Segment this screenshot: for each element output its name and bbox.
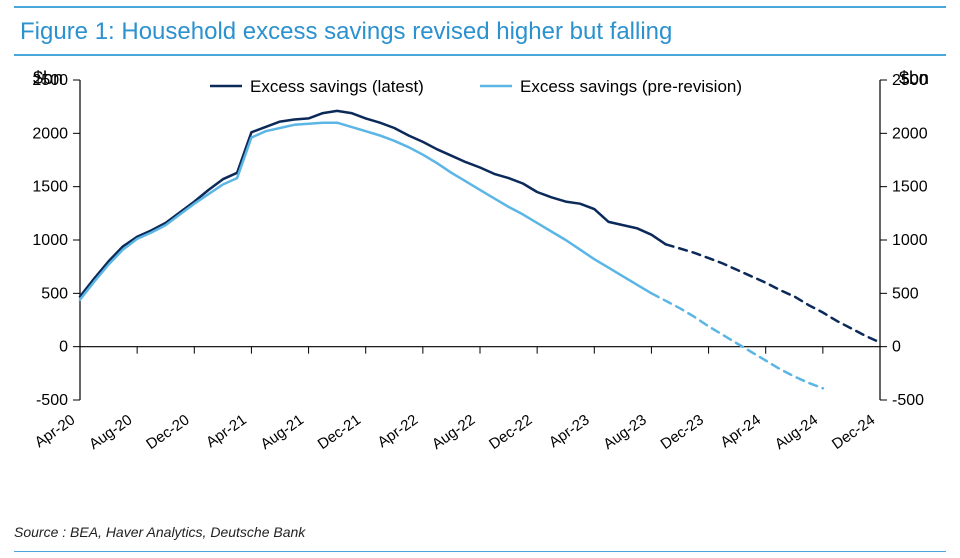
- y-tick-label-left: -500: [36, 392, 68, 409]
- line-chart: -500 -500 0 0 500 500 1000 1000 1500 1500 2000 2000…: [10, 70, 950, 490]
- y-axis-label-left: $bn: [33, 70, 63, 88]
- y-tick-label-right: 0: [892, 339, 901, 356]
- series-line-dashed: [651, 293, 823, 388]
- x-tick-label: Aug-22: [429, 411, 478, 453]
- y-axis-label-right: $bn: [899, 70, 929, 88]
- y-tick-label-right: 2000: [892, 125, 928, 142]
- series-line-solid: [80, 123, 651, 300]
- page: Figure 1: Household excess savings revis…: [0, 0, 960, 558]
- divider-top: [14, 6, 946, 8]
- x-tick-label: Apr-23: [546, 411, 593, 451]
- series-line-solid: [80, 111, 666, 297]
- x-tick-label: Dec-24: [829, 411, 878, 453]
- y-tick-label-left: 1000: [32, 232, 68, 249]
- x-tick-label: Dec-21: [315, 411, 364, 453]
- y-tick-label-left: 2000: [32, 125, 68, 142]
- x-tick-label: Apr-20: [32, 411, 79, 451]
- chart-source: Source : BEA, Haver Analytics, Deutsche …: [14, 524, 305, 540]
- divider-bottom: [14, 551, 946, 553]
- x-tick-label: Aug-21: [257, 411, 306, 453]
- y-tick-label-right: 500: [892, 285, 919, 302]
- y-tick-label-right: -500: [892, 392, 924, 409]
- x-tick-label: Apr-21: [203, 411, 250, 451]
- y-tick-label-right: 1500: [892, 179, 928, 196]
- y-tick-label-left: 500: [41, 285, 68, 302]
- x-tick-label: Apr-22: [375, 411, 422, 451]
- series-line-dashed: [666, 244, 880, 342]
- x-tick-label: Apr-24: [717, 411, 764, 451]
- x-tick-label: Aug-20: [86, 411, 135, 453]
- x-tick-label: Dec-23: [658, 411, 707, 453]
- y-tick-label-right: 1000: [892, 232, 928, 249]
- y-tick-label-left: 0: [59, 339, 68, 356]
- x-tick-label: Dec-22: [486, 411, 535, 453]
- legend-label: Excess savings (pre-revision): [520, 77, 742, 96]
- x-tick-label: Dec-20: [143, 411, 192, 453]
- divider-title: [14, 54, 946, 56]
- x-tick-label: Aug-23: [600, 411, 649, 453]
- chart-svg: -500 -500 0 0 500 500 1000 1000 1500 1500 2000 2000…: [10, 70, 950, 490]
- x-tick-label: Aug-24: [772, 411, 821, 453]
- y-tick-label-left: 1500: [32, 179, 68, 196]
- chart-title: Figure 1: Household excess savings revis…: [20, 18, 672, 46]
- legend-label: Excess savings (latest): [250, 77, 424, 96]
